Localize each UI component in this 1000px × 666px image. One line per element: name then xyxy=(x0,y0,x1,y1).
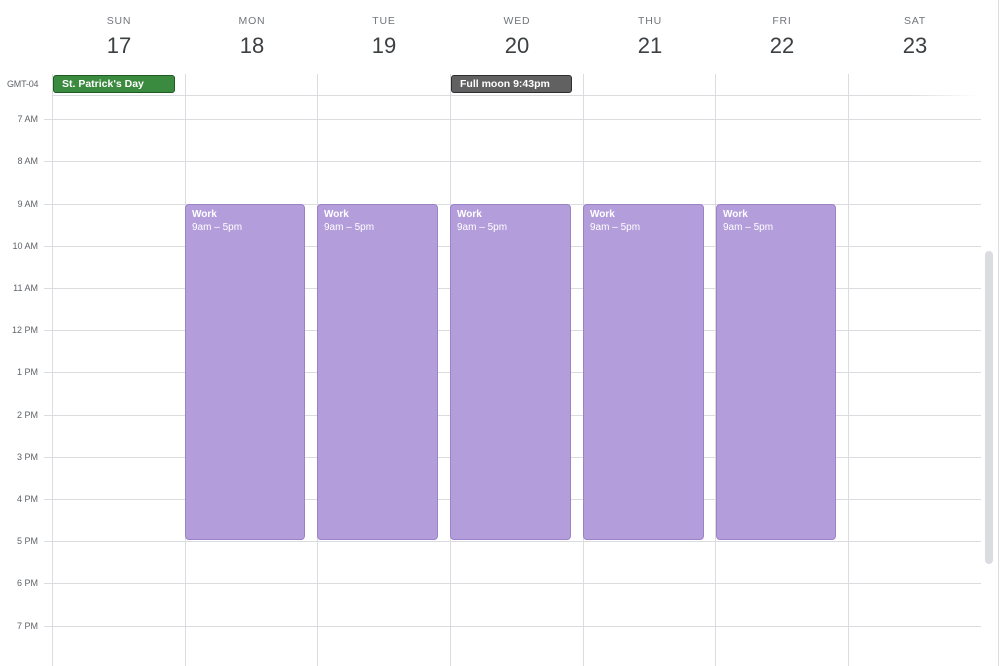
day-number[interactable]: 22 xyxy=(769,33,795,58)
event-title: Work xyxy=(723,209,748,220)
event-work-thu[interactable]: Work 9am – 5pm xyxy=(583,204,704,540)
event-title: Work xyxy=(457,209,482,220)
event-time: 9am – 5pm xyxy=(590,222,641,233)
event-time: 9am – 5pm xyxy=(723,222,774,233)
event-title: Work xyxy=(324,209,349,220)
day-header-sun[interactable]: SUN 17 xyxy=(53,0,185,74)
hour-label: 11 AM xyxy=(13,283,38,293)
hour-label: 2 PM xyxy=(16,410,38,420)
day-number[interactable]: 19 xyxy=(371,33,397,58)
hour-label: 7 AM xyxy=(17,114,38,124)
timezone-label: GMT-04 xyxy=(7,79,39,89)
day-header-sat[interactable]: SAT 23 xyxy=(849,0,981,74)
day-name: SAT xyxy=(903,15,927,27)
hour-gridline xyxy=(44,626,981,627)
day-header-fri[interactable]: FRI 22 xyxy=(716,0,848,74)
all-day-event-full-moon[interactable]: Full moon 9:43pm xyxy=(451,75,572,93)
day-number[interactable]: 20 xyxy=(504,33,530,58)
event-work-fri[interactable]: Work 9am – 5pm xyxy=(716,204,836,540)
day-number[interactable]: 17 xyxy=(106,33,132,58)
hour-label: 1 PM xyxy=(16,367,38,377)
event-title: Work xyxy=(590,209,615,220)
day-number[interactable]: 21 xyxy=(637,33,663,58)
hour-label: 4 PM xyxy=(16,494,38,504)
all-day-divider xyxy=(52,95,981,96)
hour-label: 9 AM xyxy=(17,199,38,209)
event-time: 9am – 5pm xyxy=(192,222,243,233)
day-header-mon[interactable]: MON 18 xyxy=(186,0,318,74)
day-name: FRI xyxy=(772,15,792,27)
event-work-tue[interactable]: Work 9am – 5pm xyxy=(317,204,438,540)
event-work-mon[interactable]: Work 9am – 5pm xyxy=(185,204,305,540)
vertical-scrollbar[interactable] xyxy=(985,251,993,564)
day-name: SUN xyxy=(106,15,132,27)
event-work-wed[interactable]: Work 9am – 5pm xyxy=(450,204,571,540)
hour-label: 10 AM xyxy=(12,241,38,251)
all-day-event-title: Full moon 9:43pm xyxy=(460,78,550,90)
hour-label: 6 PM xyxy=(16,578,38,588)
hour-gridline xyxy=(44,541,981,542)
day-column-divider xyxy=(848,74,849,666)
day-column-divider xyxy=(715,74,716,666)
day-name: WED xyxy=(503,15,531,27)
hour-gridline xyxy=(44,119,981,120)
day-header-thu[interactable]: THU 21 xyxy=(584,0,716,74)
event-title: Work xyxy=(192,209,217,220)
all-day-event-title: St. Patrick's Day xyxy=(62,78,144,90)
hour-label: 12 PM xyxy=(11,325,38,335)
right-border xyxy=(998,0,999,666)
day-header-tue[interactable]: TUE 19 xyxy=(318,0,450,74)
all-day-event-st-patricks[interactable]: St. Patrick's Day xyxy=(53,75,175,93)
day-name: TUE xyxy=(372,15,396,27)
event-time: 9am – 5pm xyxy=(457,222,508,233)
hour-gridline xyxy=(44,583,981,584)
day-header-wed[interactable]: WED 20 xyxy=(451,0,583,74)
hour-label: 5 PM xyxy=(16,536,38,546)
day-name: THU xyxy=(638,15,662,27)
hour-label: 3 PM xyxy=(16,452,38,462)
hour-label: 7 PM xyxy=(16,621,38,631)
day-number[interactable]: 23 xyxy=(902,33,928,58)
hour-label: 8 AM xyxy=(17,156,38,166)
day-name: MON xyxy=(238,15,266,27)
day-column-divider xyxy=(52,74,53,666)
hour-gridline xyxy=(44,161,981,162)
day-number[interactable]: 18 xyxy=(239,33,265,58)
event-time: 9am – 5pm xyxy=(324,222,375,233)
